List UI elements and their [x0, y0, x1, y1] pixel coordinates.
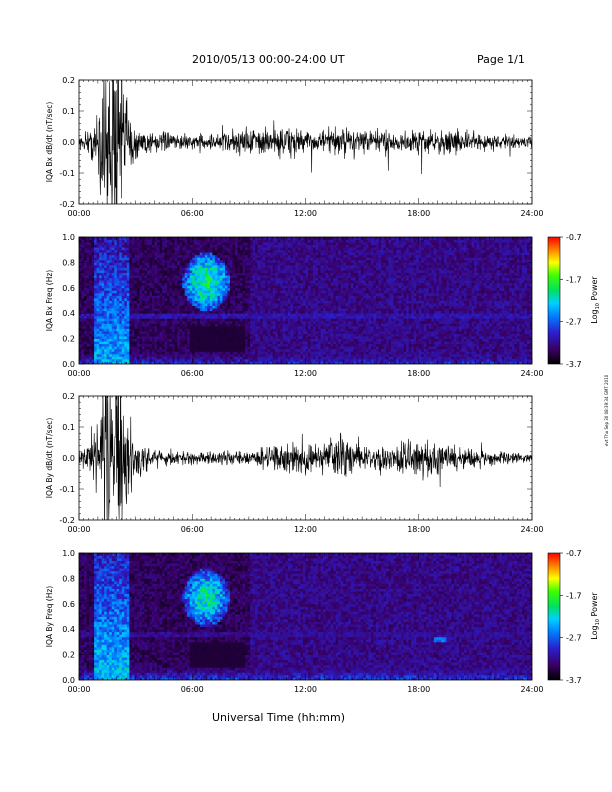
y-tick-label: 0.8: [62, 574, 75, 583]
y-tick-label: -0.2: [59, 516, 75, 525]
panel-2: 00:00 06:00 12:00 18:00 24:00 0.0 0.2 0.4 0.6 0.8…: [45, 233, 544, 378]
x-tick-label: 00:00: [67, 369, 90, 378]
x-tick-label: 12:00: [294, 525, 317, 534]
y-tick-label: 1.0: [62, 233, 75, 242]
y-tick-label: 0.0: [62, 454, 75, 463]
x-tick-label: 18:00: [407, 369, 430, 378]
y-tick-label: 0.2: [62, 335, 75, 344]
x-tick-label: 24:00: [520, 369, 543, 378]
colorbar-tick-label: -1.7: [566, 275, 582, 284]
x-tick-label: 24:00: [520, 209, 543, 218]
colorbar-bottom-ticks: -0.7 -1.7 -2.7 -3.7: [560, 549, 582, 685]
x-tick-label: 00:00: [67, 525, 90, 534]
x-tick-label: 00:00: [67, 685, 90, 694]
colorbar-bottom: -0.7 -1.7 -2.7 -3.7 Log10 Power: [547, 549, 601, 685]
plot-title: 2010/05/13 00:00-24:00 UT: [192, 53, 345, 66]
spectrogram-2: [79, 237, 532, 364]
panel-3: 00:00 06:00 12:00 18:00 24:00 -0.2 -0.1 0.0 0.1 0…: [45, 392, 544, 534]
y-axis-title: IQA By dB/dt (nT/sec): [45, 418, 54, 499]
x-tick-label: 18:00: [407, 685, 430, 694]
colorbar-bottom-scale: [547, 552, 561, 681]
page-indicator: Page 1/1: [477, 53, 525, 66]
y-axis-title: IQA Bx Freq (Hz): [45, 270, 54, 332]
colorbar-top: -0.7 -1.7 -2.7 -3.7 Log10 Power: [547, 233, 601, 369]
x-tick-label: 18:00: [407, 525, 430, 534]
x-tick-label: 12:00: [294, 369, 317, 378]
timestamp-stamp: evt Thu Sep 30 08:39:34 GMT 2010: [604, 374, 609, 446]
colorbar-tick-label: -2.7: [566, 318, 582, 327]
y-tick-label: 1.0: [62, 549, 75, 558]
y-tick-label: 0.2: [62, 651, 75, 660]
colorbar-tick-label: -0.7: [566, 233, 582, 242]
x-tick-label: 06:00: [181, 685, 204, 694]
y-tick-label: 0.8: [62, 258, 75, 267]
x-tick-label: 06:00: [181, 525, 204, 534]
y-tick-label: 0.1: [62, 423, 75, 432]
y-tick-label: 0.6: [62, 284, 75, 293]
colorbar-top-scale: [547, 236, 561, 365]
x-tick-label: 00:00: [67, 209, 90, 218]
x-tick-label: 12:00: [294, 209, 317, 218]
colorbar-tick-label: -3.7: [566, 360, 582, 369]
x-tick-label: 06:00: [181, 209, 204, 218]
colorbar-tick-label: -3.7: [566, 676, 582, 685]
x-tick-label: 06:00: [181, 369, 204, 378]
y-tick-label: -0.1: [59, 169, 75, 178]
x-tick-label: 24:00: [520, 685, 543, 694]
colorbar-top-ticks: -0.7 -1.7 -2.7 -3.7: [560, 233, 582, 369]
plot-frame-1: [78, 79, 533, 205]
colorbar-tick-label: -1.7: [566, 591, 582, 600]
colorbar-tick-label: -0.7: [566, 549, 582, 558]
y-tick-label: 0.4: [62, 309, 75, 318]
y-tick-label: 0.2: [62, 392, 75, 401]
x-tick-label: 18:00: [407, 209, 430, 218]
x-tick-label: 12:00: [294, 685, 317, 694]
series-trace-3: [79, 396, 532, 520]
panel-4: 00:00 06:00 12:00 18:00 24:00 0.0 0.2 0.4 0.6 0.8…: [45, 549, 544, 694]
x-tick-label: 24:00: [520, 525, 543, 534]
spectrogram-4: [79, 553, 532, 680]
series-trace-1: [79, 80, 532, 204]
y-tick-label: 0.0: [62, 138, 75, 147]
y-tick-label: 0.0: [62, 360, 75, 369]
y-tick-label: 0.2: [62, 76, 75, 85]
y-tick-label: 0.0: [62, 676, 75, 685]
y-tick-label: 0.4: [62, 625, 75, 634]
panel-1: 00:00 06:00 12:00 18:00 24:00 -0.2 -0.1 0.0 0.1 0…: [45, 76, 544, 218]
y-tick-label: -0.2: [59, 200, 75, 209]
y-axis-title: IQA Bx dB/dt (nT/sec): [45, 102, 54, 183]
y-tick-label: -0.1: [59, 485, 75, 494]
y-tick-label: 0.6: [62, 600, 75, 609]
y-tick-label: 0.1: [62, 107, 75, 116]
colorbar-tick-label: -2.7: [566, 634, 582, 643]
colorbar-top-title: Log10 Power: [590, 276, 601, 324]
x-axis-title: Universal Time (hh:mm): [212, 711, 345, 724]
y-axis-title: IQA By Freq (Hz): [45, 586, 54, 648]
colorbar-bottom-title: Log10 Power: [590, 592, 601, 640]
